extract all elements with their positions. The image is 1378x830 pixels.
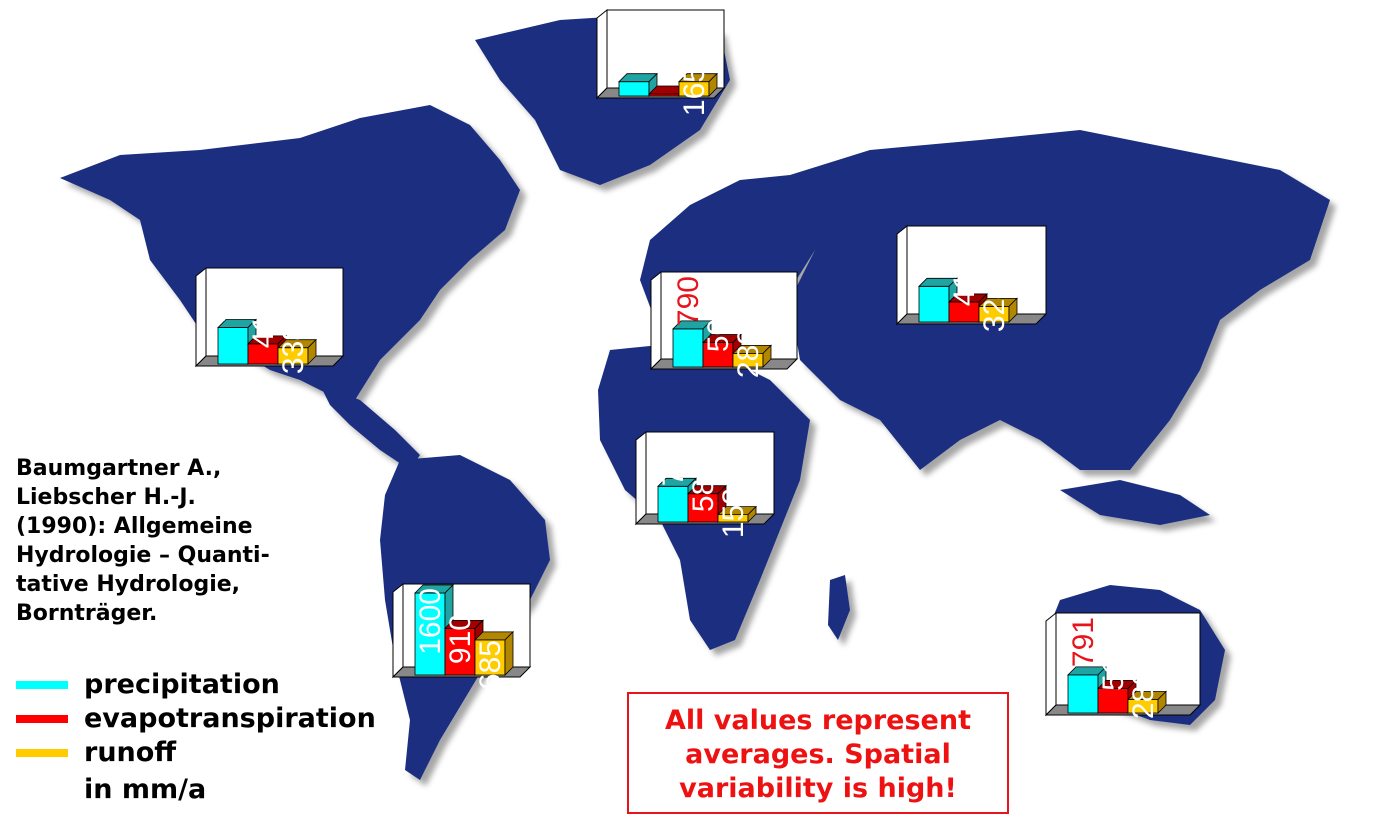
legend-swatch-runoff <box>16 749 68 757</box>
legend-swatch-evapotranspiration <box>16 715 68 723</box>
bar-runoff <box>474 639 506 676</box>
value-label-evapotranspiration: 511 <box>1097 643 1130 691</box>
legend-label-evapotranspiration: evapotranspiration <box>84 703 376 734</box>
value-label-runoff: 685 <box>474 640 507 690</box>
citation-text: Baumgartner A., Liebscher H.-J. (1990): … <box>16 456 270 626</box>
value-label-evapotranspiration: 0 <box>661 40 678 49</box>
bar-precipitation <box>414 592 446 676</box>
bar-side-runoff <box>307 338 317 365</box>
bar-side-runoff <box>504 630 514 676</box>
chart-side-panel <box>896 224 908 326</box>
madagascar-shape <box>828 575 850 640</box>
legend-label-precipitation: precipitation <box>84 669 280 700</box>
chart-side-panel <box>1045 611 1057 717</box>
value-label-runoff: 324 <box>978 282 1011 332</box>
indonesia-shape <box>1060 480 1210 525</box>
value-label-precipitation: 790 <box>672 276 705 326</box>
unit-label: in mm/a <box>84 774 207 805</box>
value-label-evapotranspiration: 910 <box>444 614 477 664</box>
bar-precipitation <box>1067 674 1099 714</box>
value-label-runoff: 338 <box>277 324 310 374</box>
value-label-runoff: 165 <box>678 66 711 116</box>
chart-side-panel <box>392 582 404 679</box>
chart-greenland: 165 0 165 <box>595 8 726 116</box>
chart-side-panel <box>596 8 608 100</box>
chart-side-panel <box>650 270 662 371</box>
value-label-precipitation: 791 <box>1067 617 1100 667</box>
note-box: All values represent averages. Spatial v… <box>627 692 1009 814</box>
bar-side-runoff <box>762 344 772 368</box>
bar-precipitation <box>217 327 249 365</box>
legend-swatch-precipitation <box>16 681 68 689</box>
value-label-precipitation: 756 <box>217 272 250 322</box>
bar-evapotranspiration <box>687 493 719 523</box>
bar-side-runoff <box>1157 690 1167 714</box>
chart-side-panel <box>635 430 647 526</box>
bar-side-runoff <box>747 505 757 523</box>
value-label-runoff: 283 <box>732 328 765 378</box>
value-label-precipitation: 740 <box>918 230 951 280</box>
north-america-shape <box>60 105 520 400</box>
bar-evapotranspiration <box>1097 687 1129 714</box>
value-label-evapotranspiration: 416 <box>948 256 981 306</box>
chart-side-panel <box>195 266 207 368</box>
value-label-evapotranspiration: 507 <box>702 302 735 352</box>
bar-precipitation <box>618 81 650 97</box>
value-label-precipitation: 740 <box>657 436 690 486</box>
value-label-evapotranspiration: 587 <box>687 462 720 512</box>
value-label-evapotranspiration: 418 <box>247 298 280 348</box>
asia-shape <box>790 130 1330 470</box>
legend-label-runoff: runoff <box>84 737 177 768</box>
bar-precipitation <box>657 485 689 523</box>
value-label-precipitation: 165 <box>618 14 651 64</box>
bar-side-runoff <box>1008 297 1018 323</box>
central-america-shape <box>320 385 420 470</box>
bar-side-runoff <box>708 72 718 97</box>
bar-precipitation <box>672 328 704 368</box>
bar-precipitation <box>918 285 950 323</box>
value-label-runoff: 153 <box>717 488 750 538</box>
value-label-runoff: 280 <box>1127 669 1160 719</box>
value-label-precipitation: 1600 <box>414 588 447 655</box>
